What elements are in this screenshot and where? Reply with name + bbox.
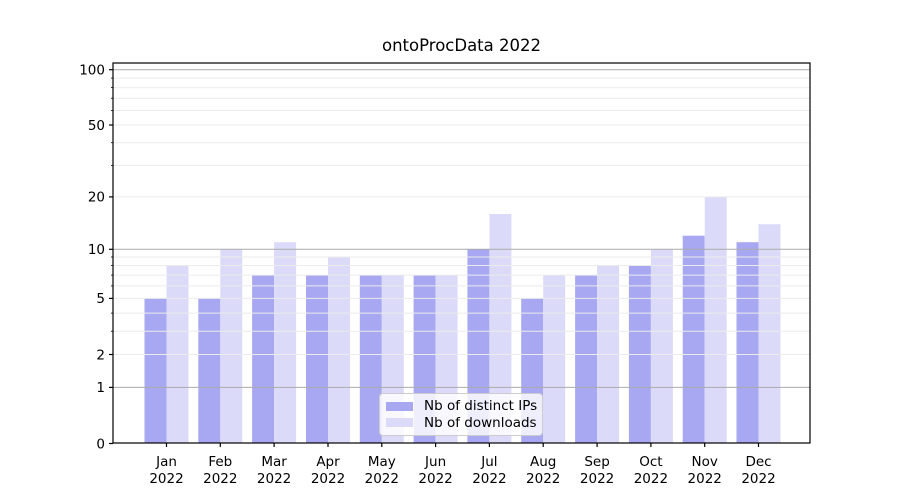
bar-distinct-ips-may [359,275,382,443]
bar-downloads-nov [704,196,727,443]
x-tick-label: May 2022 [365,454,399,487]
x-tick-label: Mar 2022 [257,454,291,487]
y-tick-label: 20 [88,190,105,206]
bar-distinct-ips-feb [198,298,221,443]
legend-label-distinct-ips: Nb of distinct IPs [424,398,538,415]
bar-distinct-ips-mar [252,275,275,443]
legend-swatch-distinct-ips [386,401,413,411]
bar-distinct-ips-jan [144,298,167,443]
bar-downloads-jul [489,214,512,443]
y-tick-label: 50 [88,118,105,134]
legend-entry-downloads: Nb of downloads [386,414,537,432]
x-tick-label: Oct 2022 [634,454,668,487]
bar-distinct-ips-dec [736,242,759,443]
x-tick-label: Dec 2022 [741,454,775,487]
x-tick-label: Jun 2022 [418,454,452,487]
y-tick-label: 10 [88,242,105,258]
chart-title: ontoProcData 2022 [382,36,541,55]
y-tick-label: 5 [96,291,105,307]
x-tick-label: Sep 2022 [580,454,614,487]
y-tick-label: 2 [96,347,105,363]
bar-downloads-dec [758,224,781,443]
bar-downloads-oct [650,249,673,443]
bar-downloads-mar [274,242,297,443]
legend-swatch-downloads [386,418,413,428]
y-tick-label: 100 [79,63,105,79]
x-tick-label: Nov 2022 [688,454,722,487]
x-tick-label: Aug 2022 [526,454,560,487]
x-tick-label: Feb 2022 [203,454,237,487]
legend-entry-distinct-ips: Nb of distinct IPs [386,398,538,415]
bar-distinct-ips-sep [575,275,598,443]
x-tick-label: Apr 2022 [311,454,345,487]
y-tick-label: 0 [96,436,105,452]
plot-border [112,62,811,444]
bar-downloads-apr [328,257,350,443]
x-tick-label: Jul 2022 [472,454,506,487]
bar-downloads-feb [220,249,243,443]
bar-downloads-aug [543,275,566,443]
x-tick-label: Jan 2022 [149,454,183,487]
y-tick-label: 1 [96,380,105,396]
legend: Nb of distinct IPs Nb of downloads [379,393,543,436]
bar-distinct-ips-nov [682,235,705,443]
bar-distinct-ips-apr [306,275,328,443]
legend-label-downloads: Nb of downloads [424,414,537,431]
